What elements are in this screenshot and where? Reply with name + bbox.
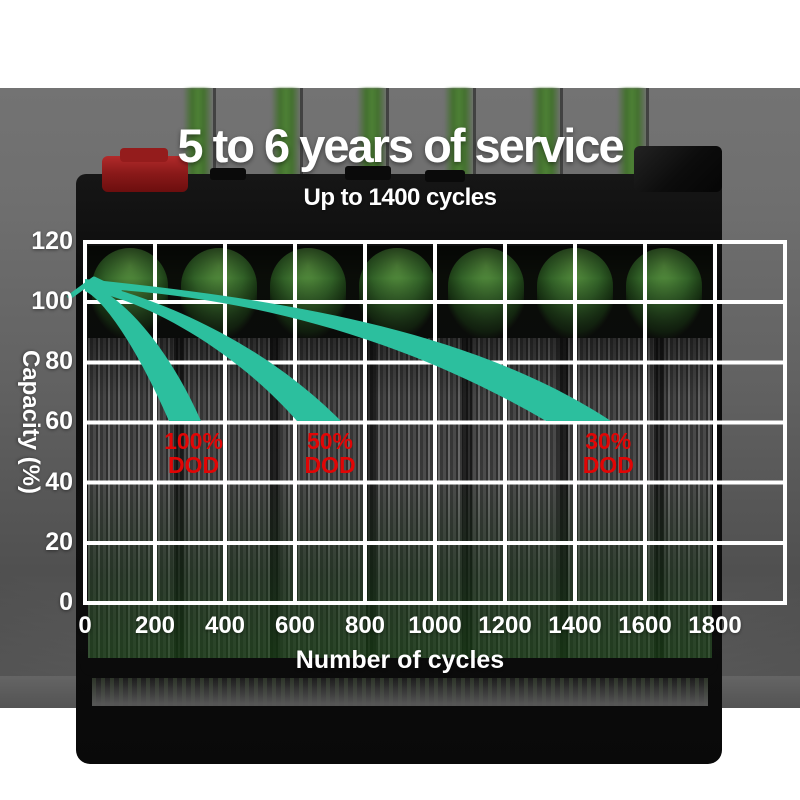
chart-grid — [83, 240, 787, 605]
battery-seam — [300, 88, 303, 182]
dod-label: 100% DOD — [164, 428, 223, 478]
battery-cell-glow — [271, 88, 301, 188]
x-tick-label: 200 — [134, 612, 176, 639]
x-axis-title: Number of cycles — [295, 646, 505, 674]
x-tick-label: 1800 — [688, 612, 742, 639]
y-tick-label: 120 — [31, 227, 73, 255]
battery-seam — [560, 88, 563, 182]
x-tick-label: 1600 — [618, 612, 672, 639]
y-tick-label: 0 — [59, 587, 73, 616]
battery-cell-glow — [183, 88, 213, 188]
battery-positive-terminal-cap — [120, 148, 168, 162]
x-tick-label: 400 — [204, 612, 246, 639]
subheadline: Up to 1400 cycles — [303, 184, 497, 211]
battery-vent-cap — [425, 170, 465, 182]
band-50-dod — [85, 281, 341, 421]
battery-vent-cap — [345, 166, 391, 180]
x-tick-label: 1400 — [548, 612, 602, 639]
y-tick-label: 60 — [45, 407, 73, 436]
battery-bottom-edge — [80, 658, 718, 676]
battery-reflection — [92, 678, 708, 706]
band-30-dod — [85, 279, 611, 421]
battery-seam — [213, 88, 216, 182]
dod-label: 50% DOD — [304, 428, 356, 478]
battery-seam — [386, 88, 389, 182]
x-tick-label: 800 — [344, 612, 386, 639]
x-tick-label: 0 — [78, 612, 92, 639]
battery-vent-cap — [210, 168, 246, 180]
battery-cell-glow — [531, 88, 561, 188]
battery-negative-terminal — [634, 146, 722, 192]
y-tick-label: 80 — [45, 347, 73, 376]
x-tick-label: 1000 — [408, 612, 462, 639]
y-axis-title: Capacity (%) — [17, 349, 44, 495]
battery-seam — [473, 88, 476, 182]
battery-seam — [646, 88, 649, 182]
y-tick-label: 40 — [45, 467, 73, 496]
headline: 5 to 6 years of service — [177, 119, 624, 172]
y-tick-label: 20 — [45, 527, 73, 556]
y-tick-label: 100 — [31, 287, 73, 316]
battery-positive-terminal — [102, 156, 188, 192]
x-tick-label: 1200 — [478, 612, 532, 639]
x-tick-label: 600 — [274, 612, 316, 639]
dod-label: 30% DOD — [582, 428, 634, 478]
band-100-dod — [85, 282, 201, 421]
